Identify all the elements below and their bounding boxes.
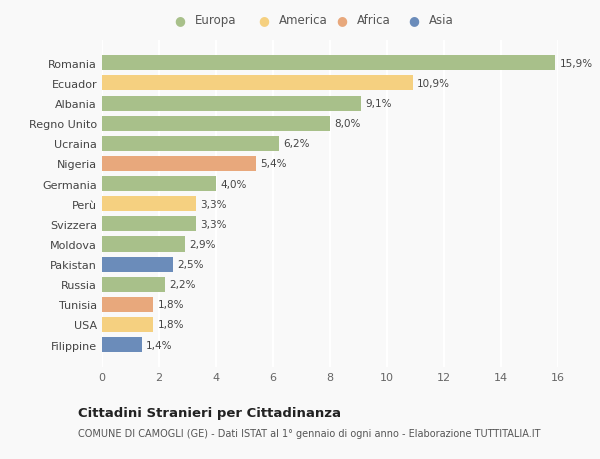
Bar: [102, 237, 185, 252]
Text: ●: ●: [337, 14, 347, 27]
Text: ●: ●: [259, 14, 269, 27]
Text: 2,2%: 2,2%: [169, 280, 196, 290]
Text: 5,4%: 5,4%: [260, 159, 287, 169]
Bar: [102, 317, 154, 332]
Text: America: America: [279, 14, 328, 27]
Bar: [102, 117, 330, 131]
Text: Africa: Africa: [357, 14, 391, 27]
Text: 3,3%: 3,3%: [200, 219, 227, 230]
Text: COMUNE DI CAMOGLI (GE) - Dati ISTAT al 1° gennaio di ogni anno - Elaborazione TU: COMUNE DI CAMOGLI (GE) - Dati ISTAT al 1…: [78, 428, 541, 438]
Text: Cittadini Stranieri per Cittadinanza: Cittadini Stranieri per Cittadinanza: [78, 406, 341, 419]
Text: 1,8%: 1,8%: [158, 320, 184, 330]
Bar: [102, 96, 361, 112]
Text: 1,8%: 1,8%: [158, 300, 184, 310]
Text: 10,9%: 10,9%: [417, 79, 450, 89]
Text: ●: ●: [175, 14, 185, 27]
Text: 15,9%: 15,9%: [559, 59, 593, 69]
Bar: [102, 297, 154, 312]
Bar: [102, 136, 279, 151]
Text: 2,9%: 2,9%: [189, 240, 215, 249]
Bar: [102, 76, 413, 91]
Text: 3,3%: 3,3%: [200, 199, 227, 209]
Bar: [102, 257, 173, 272]
Bar: [102, 277, 164, 292]
Text: ●: ●: [409, 14, 419, 27]
Bar: [102, 157, 256, 172]
Bar: [102, 337, 142, 353]
Bar: [102, 197, 196, 212]
Text: 1,4%: 1,4%: [146, 340, 173, 350]
Text: 6,2%: 6,2%: [283, 139, 310, 149]
Bar: [102, 217, 196, 232]
Text: 4,0%: 4,0%: [220, 179, 247, 189]
Bar: [102, 177, 216, 192]
Text: 2,5%: 2,5%: [178, 259, 204, 269]
Text: Asia: Asia: [429, 14, 454, 27]
Bar: [102, 56, 555, 71]
Text: 8,0%: 8,0%: [334, 119, 361, 129]
Text: 9,1%: 9,1%: [365, 99, 392, 109]
Text: Europa: Europa: [195, 14, 236, 27]
